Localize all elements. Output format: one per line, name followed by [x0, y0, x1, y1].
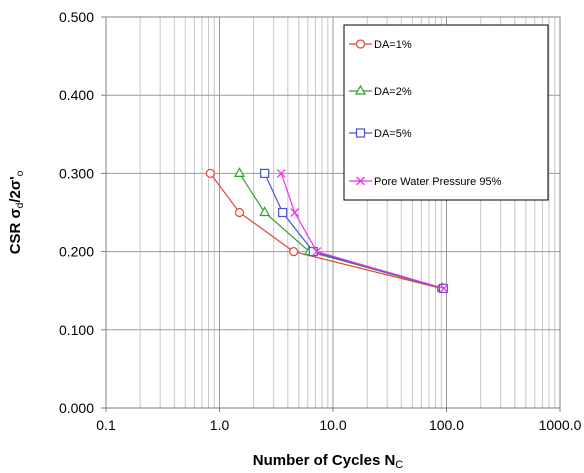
series-line [280, 173, 445, 289]
legend-label: Pore Water Pressure 95% [374, 176, 502, 188]
series-line [209, 173, 442, 289]
marker-stroke [276, 168, 286, 178]
legend-box [343, 24, 549, 201]
data-point [260, 168, 270, 178]
x-axis-title: Number of Cycles NC [253, 452, 404, 471]
tick-labels: 0.1 1.0 10.0 100.0 1000.0 0.000 0.100 0.200 0.30… [59, 9, 582, 433]
legend-label: DA=2% [374, 86, 412, 98]
data-point [278, 207, 288, 218]
series [205, 167, 449, 293]
legend-marker [355, 39, 366, 49]
legend: DA=1% DA=2% DA=5% Pore Water Pressure 95% [343, 24, 549, 201]
legend-marker [354, 84, 367, 95]
marker-stroke [439, 283, 449, 293]
legend-marker [355, 128, 366, 138]
data-point [276, 168, 286, 178]
x-tick-label: 1000.0 [539, 417, 582, 433]
series-4 [276, 168, 449, 293]
x-tick-label: 100.0 [429, 417, 464, 433]
legend-marker [356, 176, 365, 186]
data-point [312, 247, 322, 257]
data-point [289, 247, 299, 257]
y-axis-title: CSR σd/2σ'o [7, 170, 26, 254]
legend-item: Pore Water Pressure 95% [349, 176, 502, 188]
legend-label: DA=5% [374, 128, 412, 140]
x-tick-label: 0.1 [96, 417, 116, 433]
y-tick-label: 0.300 [59, 165, 94, 181]
y-tick-label: 0.000 [59, 400, 94, 416]
data-point [234, 207, 245, 218]
y-tick-label: 0.400 [59, 87, 94, 103]
data-point [439, 283, 449, 293]
y-tick-label: 0.500 [59, 9, 94, 25]
legend-item: DA=1% [349, 39, 412, 51]
data-point [259, 206, 271, 217]
marker-stroke [356, 176, 365, 186]
data-point [205, 168, 215, 178]
marker-stroke [312, 247, 322, 257]
legend-item: DA=2% [349, 84, 412, 98]
x-tick-label: 1.0 [210, 417, 230, 433]
data-point [290, 208, 300, 217]
marker-stroke [290, 208, 300, 217]
legend-item: DA=5% [349, 128, 412, 140]
series-line [238, 173, 443, 289]
y-tick-label: 0.200 [59, 244, 94, 260]
y-tick-label: 0.100 [59, 322, 94, 338]
legend-label: DA=1% [374, 39, 412, 51]
x-tick-label: 10.0 [319, 417, 346, 433]
data-point [233, 167, 246, 177]
